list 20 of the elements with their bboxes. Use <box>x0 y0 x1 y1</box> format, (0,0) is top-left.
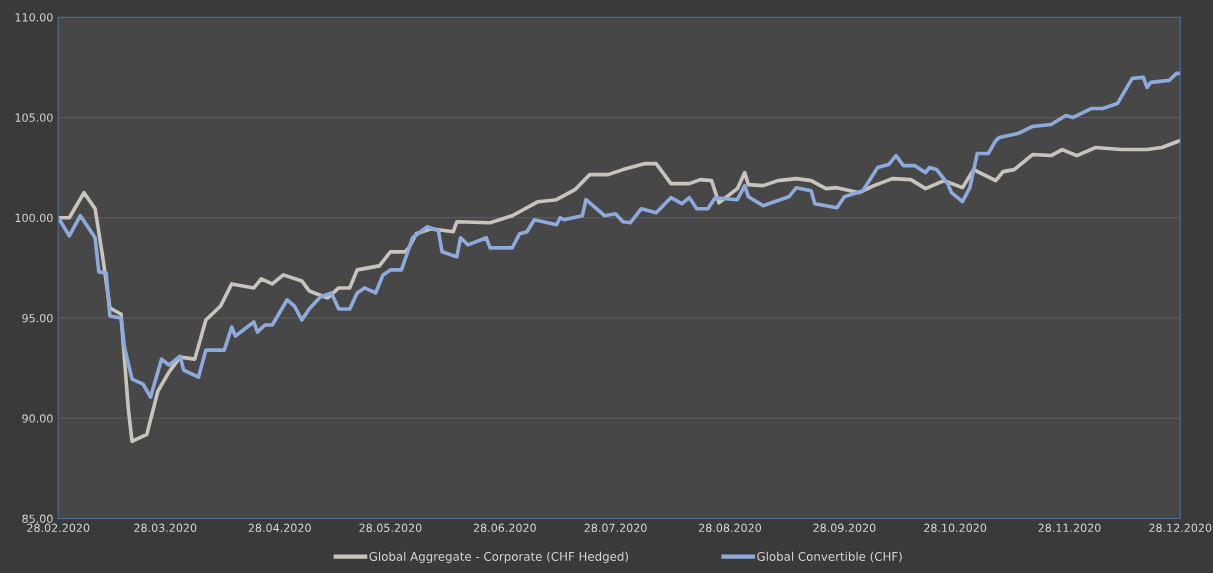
x-tick-label: 28.08.2020 <box>698 523 762 533</box>
x-tick-label: 28.09.2020 <box>813 523 876 533</box>
y-tick-label: 100.00 <box>15 213 53 223</box>
x-tick-label: 28.02.2020 <box>27 523 90 533</box>
x-tick-label: 28.05.2020 <box>359 523 422 533</box>
x-tick-label: 28.12.2020 <box>1149 523 1212 533</box>
y-tick-label: 110.00 <box>15 13 53 22</box>
y-tick-label: 105.00 <box>15 113 53 122</box>
x-tick-label: 28.06.2020 <box>473 523 536 533</box>
x-tick-label: 28.03.2020 <box>134 523 197 533</box>
x-tick-label: 28.04.2020 <box>248 523 311 533</box>
y-tick-label: 90.00 <box>22 414 53 423</box>
x-tick-label: 28.07.2020 <box>584 523 647 533</box>
x-tick-label: 28.11.2020 <box>1038 523 1101 533</box>
line-series <box>58 71 1181 400</box>
x-tick-label: 28.10.2020 <box>924 523 987 533</box>
legend-label: Global Convertible (CHF) <box>757 551 902 563</box>
y-tick-label: 85.00 <box>22 514 53 523</box>
y-tick-label: 95.00 <box>22 313 53 323</box>
legend-label: Global Aggregate - Corporate (CHF Hedged) <box>369 551 628 564</box>
